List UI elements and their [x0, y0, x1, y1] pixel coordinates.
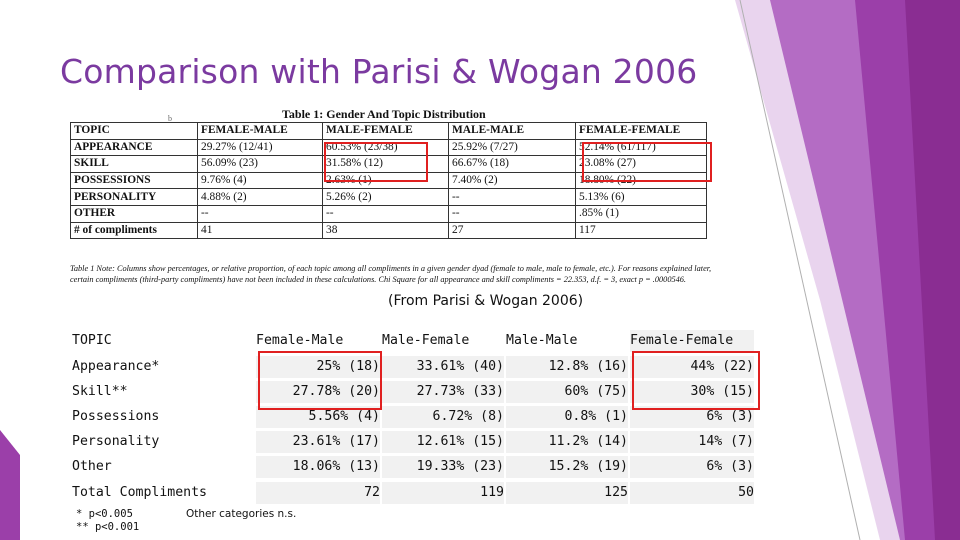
scan-cell: -- — [448, 188, 576, 206]
scan-header-cell: FEMALE-FEMALE — [575, 122, 707, 140]
scan-cell: -- — [197, 204, 323, 223]
scan-caption: Table 1: Gender And Topic Distribution — [282, 107, 486, 121]
scan-cell: APPEARANCE — [70, 138, 198, 157]
slide-title: Comparison with Parisi & Wogan 2006 — [60, 52, 698, 91]
note-p001: ** p<0.001 — [76, 521, 140, 533]
table-cell: 60% (75) — [506, 381, 628, 403]
row-label: Appearance* — [72, 359, 160, 374]
scan-cell: 9.76% (4) — [197, 171, 323, 190]
table-cell: 25% (18) — [256, 356, 380, 378]
highlight-box-female-female — [632, 351, 760, 410]
table-row: Personality 23.61% (17) 12.61% (15) 11.2… — [70, 431, 756, 455]
scan-cell: 5.26% (2) — [322, 188, 449, 206]
table-cell: 15.2% (19) — [506, 456, 628, 478]
scan-cell: POSSESSIONS — [70, 171, 198, 190]
column-header-topic: TOPIC — [72, 333, 112, 348]
scan-cell: SKILL — [70, 155, 198, 173]
table-cell: 30% (15) — [630, 381, 754, 403]
row-label: Total Compliments — [72, 485, 207, 500]
scan-row: POSSESSIONS 9.76% (4) 2.63% (1) 7.40% (2… — [70, 171, 707, 190]
scan-cell: -- — [448, 204, 576, 223]
highlight-box-scan-male-female — [324, 142, 428, 182]
table-row: Skill** 27.78% (20) 27.73% (33) 60% (75)… — [70, 381, 756, 405]
scan-cell: -- — [322, 204, 449, 223]
scan-row: PERSONALITY 4.88% (2) 5.26% (2) -- 5.13%… — [70, 188, 707, 206]
table-cell: 5.56% (4) — [256, 406, 380, 428]
scan-header-cell: FEMALE-MALE — [197, 122, 323, 140]
scan-row: OTHER -- -- -- .85% (1) — [70, 204, 707, 223]
scan-table: TOPIC FEMALE-MALE MALE-FEMALE MALE-MALE … — [70, 122, 707, 240]
table-cell: 6.72% (8) — [382, 406, 504, 428]
scan-mark: b — [168, 114, 172, 123]
scan-cell: 56.09% (23) — [197, 155, 323, 173]
table-cell: 27.73% (33) — [382, 381, 504, 403]
scan-table-note: Table 1 Note: Columns show percentages, … — [70, 264, 712, 284]
table-cell: 12.8% (16) — [506, 356, 628, 378]
table-header-row: TOPIC Female-Male Male-Female Male-Male … — [70, 330, 756, 354]
table-cell: 0.8% (1) — [506, 406, 628, 428]
row-label: Possessions — [72, 409, 160, 424]
scan-header-row: TOPIC FEMALE-MALE MALE-FEMALE MALE-MALE … — [70, 122, 707, 140]
column-header-female-female: Female-Female — [630, 330, 754, 352]
row-label: Other — [72, 459, 112, 474]
table-row: Possessions 5.56% (4) 6.72% (8) 0.8% (1)… — [70, 406, 756, 430]
scan-row: # of compliments 41 38 27 117 — [70, 221, 707, 240]
scan-cell: OTHER — [70, 204, 198, 223]
scan-header-cell: MALE-FEMALE — [322, 122, 449, 140]
scan-cell: 66.67% (18) — [448, 155, 576, 173]
table-cell: 125 — [506, 482, 628, 504]
scan-cell: 31.58% (12) — [322, 155, 449, 173]
table-cell: 72 — [256, 482, 380, 504]
scan-cell: 5.13% (6) — [575, 188, 707, 206]
scan-cell: 41 — [197, 221, 323, 240]
scan-cell: 38 — [322, 221, 449, 240]
scan-header-cell: TOPIC — [70, 122, 198, 140]
table-cell: 33.61% (40) — [382, 356, 504, 378]
table-cell: 6% (3) — [630, 406, 754, 428]
column-header-male-male: Male-Male — [506, 333, 578, 348]
scan-cell: 29.27% (12/41) — [197, 138, 323, 157]
scan-cell: .85% (1) — [575, 204, 707, 223]
scan-cell: 7.40% (2) — [448, 171, 576, 190]
note-p005: * p<0.005 — [76, 508, 133, 520]
highlight-box-female-male — [258, 351, 382, 410]
table-cell: 50 — [630, 482, 754, 504]
highlight-box-scan-female-female — [582, 142, 712, 182]
table-cell: 18.06% (13) — [256, 456, 380, 478]
row-label: Personality — [72, 434, 160, 449]
scan-cell: 4.88% (2) — [197, 188, 323, 206]
table-cell: 19.33% (23) — [382, 456, 504, 478]
scanned-table-image: b Table 1: Gender And Topic Distribution… — [70, 104, 720, 296]
scan-cell: PERSONALITY — [70, 188, 198, 206]
row-label: Skill** — [72, 384, 128, 399]
table-cell: 119 — [382, 482, 504, 504]
significance-notes: * p<0.005 ** p<0.001 — [76, 508, 139, 534]
comparison-table: TOPIC Female-Male Male-Female Male-Male … — [70, 330, 756, 504]
scan-cell: 27 — [448, 221, 576, 240]
table-cell: 27.78% (20) — [256, 381, 380, 403]
table-cell: 12.61% (15) — [382, 431, 504, 453]
table-cell: 44% (22) — [630, 356, 754, 378]
table-cell: 23.61% (17) — [256, 431, 380, 453]
table-row: Other 18.06% (13) 19.33% (23) 15.2% (19)… — [70, 456, 756, 480]
table-cell: 11.2% (14) — [506, 431, 628, 453]
scan-cell: # of compliments — [70, 221, 198, 240]
scan-cell: 117 — [575, 221, 707, 240]
table-row-total: Total Compliments 72 119 125 50 — [70, 482, 756, 506]
note-other-categories: Other categories n.s. — [186, 508, 297, 520]
scan-header-cell: MALE-MALE — [448, 122, 576, 140]
column-header-female-male: Female-Male — [256, 333, 344, 348]
column-header-male-female: Male-Female — [382, 333, 470, 348]
table-cell: 14% (7) — [630, 431, 754, 453]
scan-cell: 25.92% (7/27) — [448, 138, 576, 157]
source-citation: (From Parisi & Wogan 2006) — [388, 293, 584, 309]
table-row: Appearance* 25% (18) 33.61% (40) 12.8% (… — [70, 356, 756, 380]
table-cell: 6% (3) — [630, 456, 754, 478]
